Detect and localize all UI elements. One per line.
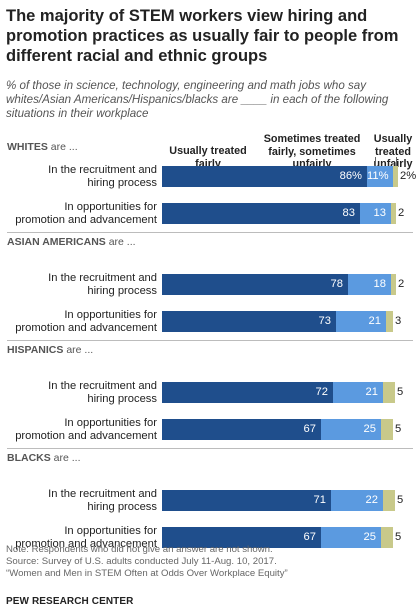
bar-segment-fair bbox=[162, 311, 336, 332]
bar-segment-sometimes bbox=[333, 382, 383, 403]
data-label-fair: 78 bbox=[330, 278, 343, 290]
bar-segment-fair bbox=[162, 419, 321, 440]
row-label-line1: In opportunities for bbox=[64, 201, 157, 213]
stacked-bar: 78 18 2 bbox=[162, 274, 404, 295]
row-label-line1: In opportunities for bbox=[64, 417, 157, 429]
data-label-sometimes: 21 bbox=[368, 315, 381, 327]
data-label-fair: 83 bbox=[342, 207, 355, 219]
stacked-bar: 67 25 5 bbox=[162, 419, 402, 440]
data-label-fair: 67 bbox=[303, 531, 316, 543]
group-header-suffix: are ... bbox=[63, 344, 94, 356]
bar-segment-fair bbox=[162, 203, 360, 224]
stacked-bar: 71 22 5 bbox=[162, 490, 404, 511]
footer-note: Note: Respondents who did not give an an… bbox=[6, 544, 273, 555]
bar-segment-fair bbox=[162, 274, 348, 295]
data-label-fair: 86% bbox=[339, 170, 362, 182]
group-header: WHITES are ... bbox=[7, 141, 78, 153]
row-label-line2: hiring process bbox=[87, 393, 157, 405]
bar-segment-unfair bbox=[381, 527, 393, 548]
data-label-fair: 67 bbox=[303, 423, 316, 435]
bar-segment-fair bbox=[162, 382, 333, 403]
footer-report: “Women and Men in STEM Often at Odds Ove… bbox=[6, 568, 288, 579]
group-header-suffix: are ... bbox=[105, 236, 136, 248]
data-label-fair: 73 bbox=[318, 315, 331, 327]
group-header-name: ASIAN AMERICANS bbox=[7, 236, 106, 248]
bar-segment-unfair bbox=[381, 419, 393, 440]
data-label-fair: 71 bbox=[313, 494, 326, 506]
bar-segment-fair bbox=[162, 527, 321, 548]
bar-segment-unfair bbox=[383, 490, 395, 511]
bar-segment-sometimes bbox=[331, 490, 383, 511]
bar-segment-unfair bbox=[393, 166, 398, 187]
group-header-name: BLACKS bbox=[7, 452, 51, 464]
stacked-bar: 73 21 3 bbox=[162, 311, 402, 332]
stacked-bar: 67 25 5 bbox=[162, 527, 402, 548]
row-label-line2: promotion and advancement bbox=[15, 322, 157, 334]
row-label-line1: In the recruitment and bbox=[48, 380, 157, 392]
row-label-line2: hiring process bbox=[87, 501, 157, 513]
stacked-bar: 83 13 2 bbox=[162, 203, 404, 224]
row-label-line2: promotion and advancement bbox=[15, 538, 157, 550]
row-label-line1: In opportunities for bbox=[64, 525, 157, 537]
group-header-name: HISPANICS bbox=[7, 344, 64, 356]
data-label-sometimes: 11% bbox=[367, 170, 389, 182]
data-label-sometimes: 18 bbox=[373, 278, 386, 290]
bar-segment-unfair bbox=[391, 274, 396, 295]
group-header-suffix: are ... bbox=[50, 452, 81, 464]
legend-line-unfair bbox=[396, 157, 397, 166]
group-header: BLACKS are ... bbox=[7, 452, 81, 464]
stacked-bar: 72 21 5 bbox=[162, 382, 404, 403]
row-label-line2: promotion and advancement bbox=[15, 430, 157, 442]
data-label-unfair: 3 bbox=[395, 315, 402, 327]
group-header-name: WHITES bbox=[7, 141, 48, 153]
bar-segment-sometimes bbox=[367, 166, 393, 187]
legend-sometimes: Sometimes treated fairly, sometimes unfa… bbox=[263, 133, 361, 170]
group-separator bbox=[7, 232, 413, 233]
data-label-unfair: 5 bbox=[395, 423, 402, 435]
bar-segment-unfair bbox=[391, 203, 396, 224]
data-label-sometimes: 25 bbox=[363, 423, 376, 435]
group-header-suffix: are ... bbox=[47, 141, 78, 153]
group-header: HISPANICS are ... bbox=[7, 344, 93, 356]
bar-segment-sometimes bbox=[321, 527, 381, 548]
data-label-unfair: 5 bbox=[395, 531, 402, 543]
data-label-unfair: 2 bbox=[398, 207, 405, 219]
group-separator bbox=[7, 340, 413, 341]
bar-segment-fair bbox=[162, 490, 331, 511]
data-label-unfair: 2% bbox=[400, 170, 417, 182]
data-label-sometimes: 21 bbox=[365, 386, 378, 398]
group-header: ASIAN AMERICANS are ... bbox=[7, 236, 136, 248]
row-label-line1: In the recruitment and bbox=[48, 164, 157, 176]
pew-logo-text: PEW RESEARCH CENTER bbox=[6, 596, 134, 607]
row-label-line2: hiring process bbox=[87, 177, 157, 189]
data-label-unfair: 5 bbox=[397, 494, 404, 506]
row-label-line2: promotion and advancement bbox=[15, 214, 157, 226]
row-label-line1: In the recruitment and bbox=[48, 488, 157, 500]
data-label-sometimes: 13 bbox=[373, 207, 386, 219]
data-label-sometimes: 25 bbox=[363, 531, 376, 543]
group-separator bbox=[7, 448, 413, 449]
footer-source: Source: Survey of U.S. adults conducted … bbox=[6, 556, 277, 567]
chart-subtitle: % of those in science, technology, engin… bbox=[6, 79, 389, 120]
data-label-fair: 72 bbox=[315, 386, 328, 398]
data-label-sometimes: 22 bbox=[365, 494, 378, 506]
stacked-bar: 86% 11% 2% bbox=[162, 166, 416, 187]
bar-segment-fair bbox=[162, 166, 367, 187]
bar-segment-sometimes bbox=[348, 274, 391, 295]
bar-segment-unfair bbox=[383, 382, 395, 403]
chart-title: The majority of STEM workers view hiring… bbox=[6, 7, 399, 65]
row-label-line2: hiring process bbox=[87, 285, 157, 297]
legend-line-sometimes bbox=[375, 157, 376, 166]
bar-segment-unfair bbox=[386, 311, 393, 332]
data-label-unfair: 2 bbox=[398, 278, 405, 290]
bar-segment-sometimes bbox=[336, 311, 386, 332]
row-label-line1: In the recruitment and bbox=[48, 272, 157, 284]
bar-segment-sometimes bbox=[360, 203, 391, 224]
data-label-unfair: 5 bbox=[397, 386, 404, 398]
bar-segment-sometimes bbox=[321, 419, 381, 440]
row-label-line1: In opportunities for bbox=[64, 309, 157, 321]
